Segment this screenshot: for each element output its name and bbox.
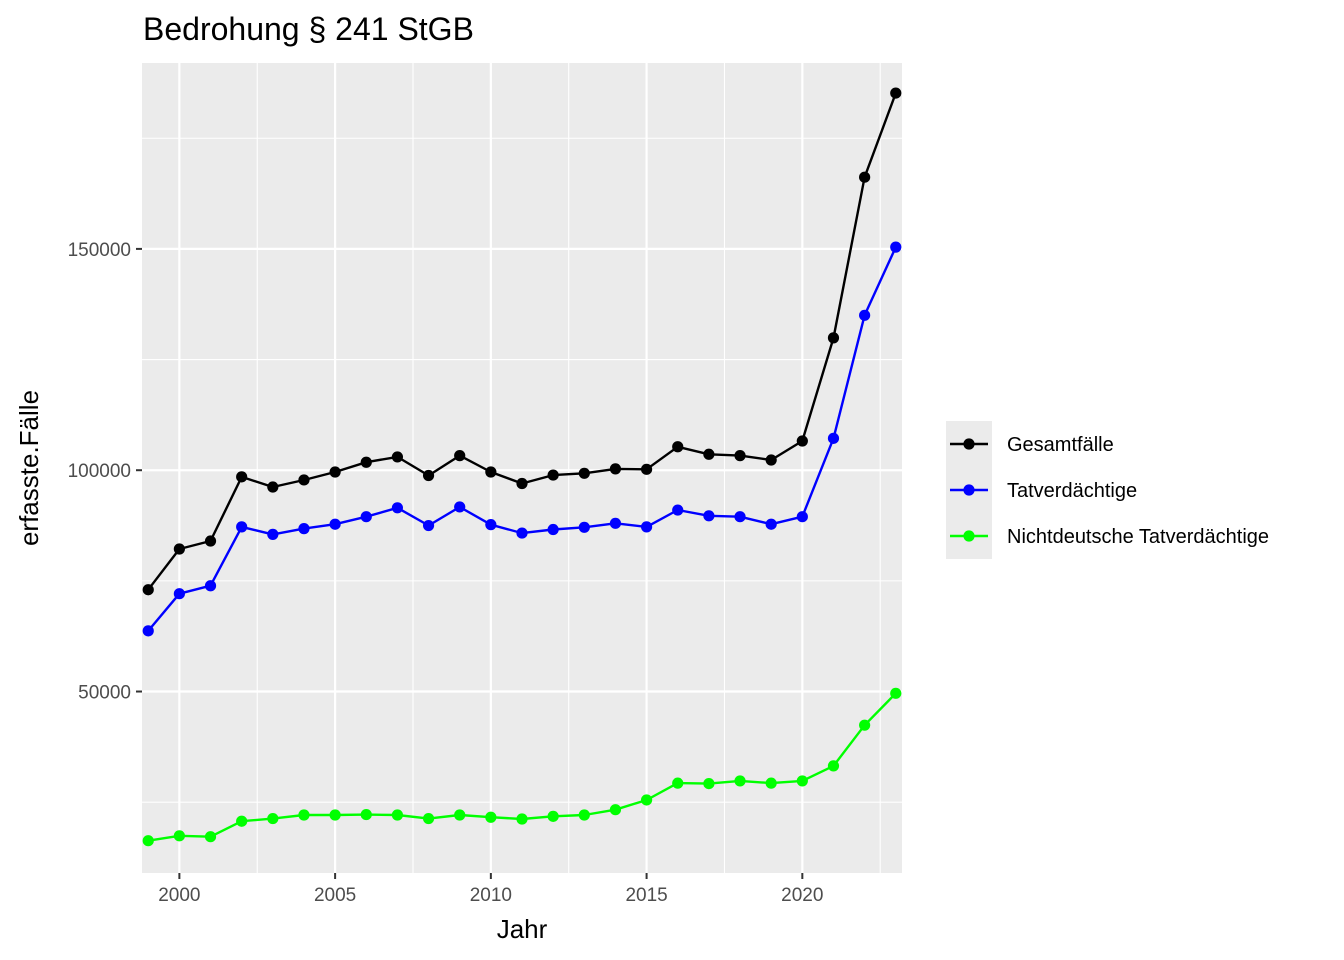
data-point — [547, 523, 559, 536]
data-point — [672, 504, 684, 516]
x-tick-label: 2020 — [781, 885, 823, 906]
data-point — [329, 518, 341, 530]
data-point — [547, 810, 559, 822]
legend: Gesamtfälle Tatverdächtige Nichtdeutsche T… — [946, 421, 1269, 559]
data-point — [454, 501, 466, 513]
data-point — [890, 241, 902, 253]
x-axis: 2000 2005 2010 2015 2020 — [158, 873, 823, 906]
data-point — [485, 519, 497, 531]
grid-minor — [142, 63, 902, 873]
data-point — [360, 808, 372, 821]
y-tick-label: 50000 — [78, 683, 131, 704]
data-point — [734, 511, 746, 523]
data-point — [640, 463, 653, 475]
legend-label: Gesamtfälle — [1007, 434, 1114, 456]
data-point — [422, 519, 435, 532]
data-point — [329, 809, 341, 821]
data-point — [267, 812, 279, 825]
data-point — [360, 511, 372, 523]
data-point — [298, 809, 310, 821]
x-axis-title: Jahr — [497, 914, 548, 944]
data-point — [485, 466, 497, 478]
data-point — [578, 521, 590, 533]
data-point — [485, 811, 497, 823]
data-point — [765, 454, 777, 466]
data-point — [827, 432, 840, 444]
data-point — [204, 535, 217, 547]
data-point — [859, 171, 871, 183]
chart-title: Bedrohung § 241 StGB — [143, 11, 474, 47]
data-point — [703, 448, 715, 460]
data-point — [516, 527, 528, 539]
data-point — [859, 309, 871, 321]
data-point — [422, 469, 435, 482]
data-point — [609, 463, 622, 475]
y-axis-title: erfasste.Fälle — [14, 390, 44, 546]
legend-key-point — [963, 530, 975, 542]
data-point — [298, 523, 310, 535]
data-point — [454, 809, 466, 821]
legend-key-point — [963, 438, 975, 450]
data-point — [298, 474, 310, 486]
legend-key-point — [963, 484, 975, 496]
data-point — [672, 777, 684, 789]
data-point — [734, 775, 746, 787]
x-tick-label: 2005 — [314, 885, 356, 906]
y-axis: 50000 100000 150000 — [68, 240, 142, 704]
data-point — [173, 588, 185, 600]
y-tick-label: 100000 — [68, 461, 131, 482]
data-point — [765, 777, 777, 789]
data-point — [391, 809, 404, 821]
plot-panel — [142, 63, 902, 873]
data-point — [796, 435, 808, 447]
data-point — [391, 451, 404, 463]
data-point — [547, 469, 559, 481]
data-point — [578, 809, 590, 821]
data-point — [142, 584, 154, 596]
data-point — [640, 794, 653, 806]
data-point — [391, 502, 404, 514]
legend-label: Nichtdeutsche Tatverdächtige — [1007, 526, 1269, 548]
data-point — [703, 777, 715, 790]
data-point — [640, 521, 653, 533]
data-point — [827, 760, 840, 772]
x-tick-label: 2000 — [158, 885, 200, 906]
data-point — [173, 543, 185, 555]
data-point — [796, 775, 808, 787]
data-point — [516, 477, 528, 490]
data-point — [796, 511, 808, 523]
data-point — [609, 517, 622, 529]
data-point — [204, 580, 217, 592]
data-point — [236, 815, 248, 827]
data-point — [890, 87, 902, 99]
data-point — [703, 510, 715, 522]
data-point — [236, 521, 248, 533]
legend-label: Tatverdächtige — [1007, 480, 1137, 502]
data-point — [173, 830, 185, 842]
data-point — [578, 467, 590, 479]
data-point — [765, 518, 777, 530]
data-point — [422, 812, 435, 825]
data-point — [329, 466, 341, 478]
data-point — [142, 835, 154, 847]
x-tick-label: 2010 — [470, 885, 512, 906]
series-points — [142, 87, 902, 847]
data-point — [360, 456, 372, 468]
data-point — [236, 471, 248, 483]
data-point — [609, 804, 622, 816]
y-tick-label: 150000 — [68, 240, 131, 261]
data-point — [267, 481, 279, 493]
data-point — [672, 441, 684, 453]
data-point — [734, 450, 746, 462]
data-point — [890, 687, 902, 699]
x-tick-label: 2015 — [625, 885, 667, 906]
data-point — [267, 528, 279, 540]
data-point — [454, 450, 466, 462]
data-point — [204, 831, 217, 843]
data-point — [142, 625, 154, 637]
data-point — [827, 332, 840, 344]
data-point — [516, 813, 528, 825]
data-point — [859, 719, 871, 731]
